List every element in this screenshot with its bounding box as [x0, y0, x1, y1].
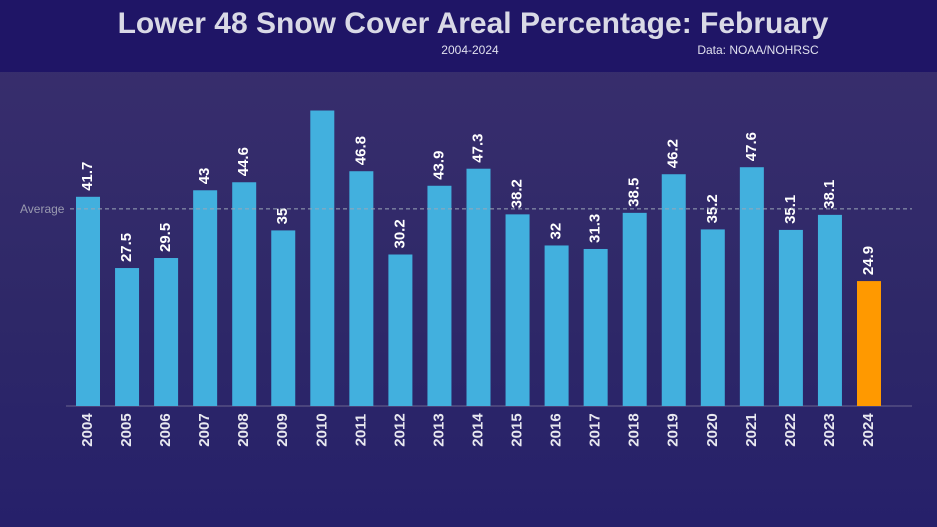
value-label: 29.5: [157, 223, 174, 252]
x-tick-label: 2008: [235, 413, 252, 446]
bar: [388, 254, 413, 406]
bar: [739, 167, 764, 406]
average-label: Average: [20, 202, 65, 216]
value-label: 46.2: [665, 139, 682, 168]
bar: [427, 185, 452, 406]
bar: [232, 182, 257, 406]
value-label: 35: [274, 208, 291, 225]
value-label: 41.7: [79, 162, 96, 191]
value-label: 38.1: [821, 180, 838, 209]
bar: [349, 171, 374, 406]
x-tick-label: 2016: [548, 413, 565, 446]
x-tick-label: 2010: [313, 413, 330, 446]
x-tick-label: 2024: [860, 413, 877, 447]
value-label: 24.9: [860, 246, 877, 275]
bar: [583, 248, 608, 406]
bar: [466, 168, 491, 406]
bar: [857, 281, 881, 406]
bar: [544, 245, 569, 406]
x-tick-label: 2022: [782, 413, 799, 446]
source-note: Data: NOAA/NOHRSC: [697, 43, 819, 57]
value-label: 44.6: [235, 147, 252, 176]
x-tick-label: 2020: [704, 413, 721, 446]
x-tick-label: 2017: [587, 413, 604, 446]
header-band: [0, 0, 937, 72]
chart-subtitle: 2004-2024: [441, 43, 499, 57]
value-label: 27.5: [118, 233, 135, 262]
x-tick-label: 2009: [274, 413, 291, 446]
x-tick-label: 2014: [469, 413, 486, 447]
bar: [661, 174, 686, 406]
x-tick-label: 2004: [79, 413, 96, 447]
x-tick-label: 2023: [821, 413, 838, 446]
value-label: 43.9: [430, 151, 447, 180]
x-tick-label: 2013: [430, 413, 447, 446]
bar: [778, 229, 803, 406]
bar: [310, 110, 335, 406]
bar: [817, 214, 842, 406]
value-label: 38.5: [626, 178, 643, 207]
bar: [115, 268, 140, 406]
x-tick-label: 2011: [352, 414, 369, 447]
x-tick-label: 2006: [157, 413, 174, 446]
x-tick-label: 2015: [509, 413, 526, 446]
value-label: 46.8: [352, 136, 369, 165]
chart-title: Lower 48 Snow Cover Areal Percentage: Fe…: [118, 7, 829, 40]
bar: [76, 196, 100, 406]
value-label: 35.1: [782, 195, 799, 224]
bar: [193, 190, 218, 406]
value-label: 30.2: [391, 219, 408, 248]
x-tick-label: 2005: [118, 413, 135, 446]
value-label: 43: [196, 168, 213, 185]
x-tick-label: 2012: [391, 413, 408, 446]
value-label: 38.2: [509, 179, 526, 208]
bar: [700, 229, 725, 406]
x-tick-label: 2019: [665, 413, 682, 446]
bar: [154, 258, 179, 406]
x-tick-label: 2007: [196, 413, 213, 446]
bar: [271, 230, 296, 406]
value-label: 32: [548, 223, 565, 240]
x-tick-label: 2021: [743, 413, 760, 446]
value-label: 35.2: [704, 194, 721, 223]
bar: [622, 212, 647, 406]
value-label: 47.3: [469, 134, 486, 163]
value-label: 47.6: [743, 132, 760, 161]
value-label: 31.3: [587, 214, 604, 243]
x-tick-label: 2018: [626, 413, 643, 446]
bar: [505, 214, 530, 406]
